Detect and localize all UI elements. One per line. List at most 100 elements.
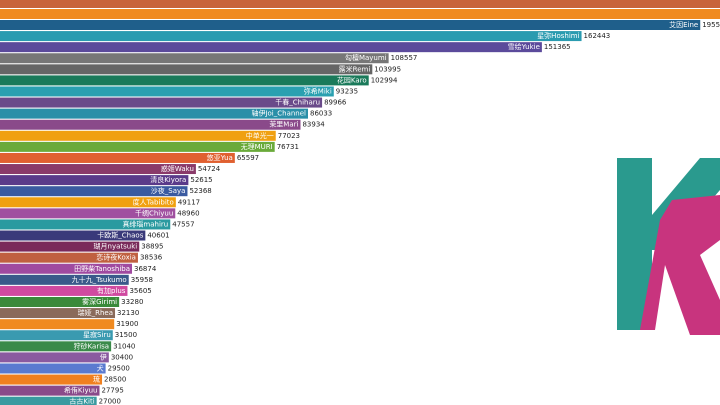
bar-label: 星寂Siru (83, 330, 111, 339)
bar (0, 263, 133, 274)
bar (0, 119, 301, 130)
value-label: 52615 (190, 176, 212, 184)
bar (0, 285, 128, 296)
bar (0, 363, 106, 374)
bar-label: 勾檀Mayumi (345, 53, 387, 62)
value-label: 49117 (178, 198, 200, 206)
bar (0, 64, 373, 75)
bar-label: 瑚月nyatsuki (94, 242, 138, 251)
value-label: 102994 (371, 76, 398, 84)
bar-label: 轴伊Joi_Channel (251, 109, 306, 118)
bar-label: 茉里Mari (269, 120, 298, 129)
value-label: 35605 (129, 287, 151, 295)
value-label: 31900 (116, 320, 138, 328)
bar (0, 341, 112, 352)
bar (0, 319, 115, 330)
value-label: 30400 (111, 353, 133, 361)
bar-label: 琉 (93, 375, 100, 384)
bar-label: 九十九_Tsukumo (72, 275, 127, 284)
value-label: 52368 (189, 187, 211, 195)
value-label: 151365 (544, 43, 571, 51)
value-label: 48960 (177, 209, 199, 217)
value-label: 27000 (99, 398, 121, 405)
bar (0, 86, 334, 97)
bar-label: 度人Tabibito (133, 197, 174, 206)
bar-label: 千绸Chiyuu (135, 208, 173, 217)
bar (0, 20, 701, 30)
bar-label: 花园Karo (337, 75, 367, 84)
bar-label: 犬 (97, 363, 104, 372)
value-label: 77023 (278, 132, 300, 140)
logo-stem (617, 158, 652, 330)
value-label: 162443 (584, 32, 611, 40)
value-label: 31040 (113, 342, 135, 350)
value-label: 86033 (310, 110, 332, 118)
bar-label: 伊 (100, 352, 107, 361)
value-label: 76731 (277, 143, 299, 151)
bar (0, 186, 188, 197)
bar-label: 真绯瑙mahiru (122, 219, 168, 228)
bar (0, 308, 116, 319)
bar (0, 130, 276, 141)
value-label: 29500 (108, 364, 130, 372)
bar (0, 31, 582, 42)
value-label: 108557 (391, 54, 418, 62)
bar-label: 田野柴Tanoshiba (74, 264, 130, 273)
value-label: 31500 (115, 331, 137, 339)
bar (0, 208, 176, 219)
bar (0, 97, 323, 108)
bar (0, 230, 146, 241)
bar (0, 241, 140, 252)
bar (0, 252, 138, 263)
value-label: 47557 (172, 220, 194, 228)
bar (0, 53, 389, 64)
value-label: 33280 (121, 298, 143, 306)
bar (0, 141, 275, 152)
bar-label: 有加plus (97, 286, 126, 295)
bar (0, 385, 100, 396)
value-label: 83934 (302, 121, 325, 129)
value-label: 93235 (336, 87, 358, 95)
bar (0, 274, 129, 285)
bar (0, 197, 176, 208)
bar (0, 219, 171, 230)
value-label: 35958 (131, 276, 153, 284)
bar-label: 星弥Hoshimi (537, 31, 579, 40)
bar (0, 352, 109, 363)
logo (617, 158, 720, 335)
value-label: 27795 (102, 387, 124, 395)
value-label: 103995 (374, 65, 401, 73)
bar-label: 千春_Chiharu (275, 98, 320, 107)
bar (0, 175, 189, 186)
bar-label: 卡欧斯_Chaos (97, 231, 143, 240)
bar-label: 恋诗夜Koxia (96, 253, 136, 262)
bar-label: 艾因Eine (669, 21, 698, 29)
bar-label: 悠亚Yua (207, 153, 233, 162)
bar-label: 中单光一 (246, 131, 274, 140)
bar-label: 无理MURI (241, 143, 273, 151)
bar-label: 雪绘Yukie (508, 42, 540, 51)
value-label: 40601 (147, 232, 169, 240)
bar-label: 希侑Kiyuu (64, 386, 98, 395)
bar (0, 396, 97, 405)
bar (0, 297, 120, 307)
top-strip (0, 0, 720, 8)
logo-r (640, 195, 720, 335)
value-label: 54724 (198, 165, 221, 173)
value-label: 89966 (324, 99, 347, 107)
bar-label: 沙夜_Saya (151, 186, 186, 195)
bar-label: 雾深Girimi (82, 297, 117, 306)
bar (0, 330, 113, 341)
value-label: 36874 (134, 265, 157, 273)
bar-label: 惑姬Waku (161, 164, 194, 173)
bar-label: 弥希Miki (304, 86, 332, 95)
value-label: 195595 (702, 21, 720, 29)
bar-label: 狩砂Karisa (74, 341, 110, 350)
value-label: 38536 (140, 254, 163, 262)
value-label: 38895 (141, 243, 163, 251)
bar (0, 108, 308, 119)
bar-label: 清良Kiyora (150, 175, 186, 184)
value-label: 65597 (237, 154, 259, 162)
bar-label: 古古Kiti (69, 397, 94, 405)
